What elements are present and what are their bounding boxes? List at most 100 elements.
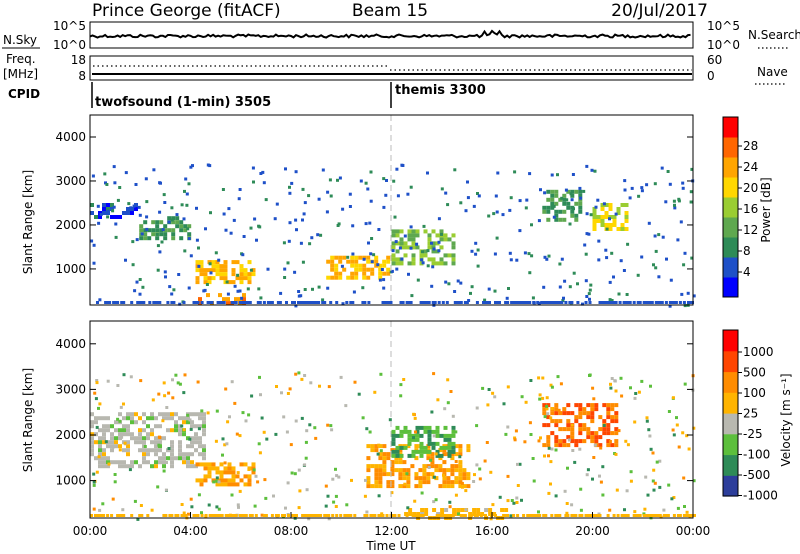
colorbar-swatch (723, 197, 738, 218)
heatmap-cell (330, 275, 335, 280)
heatmap-cell (98, 514, 101, 517)
heatmap-cell (303, 288, 307, 291)
heatmap-cell (311, 301, 315, 304)
heatmap-cell (405, 514, 409, 517)
heatmap-cell (466, 180, 469, 184)
heatmap-cell (174, 420, 178, 425)
heatmap-cell (546, 423, 551, 428)
heatmap-cell (484, 508, 489, 512)
heatmap-cell (518, 301, 522, 304)
heatmap-cell (227, 466, 232, 471)
heatmap-cell (552, 215, 556, 219)
heatmap-cell (654, 514, 658, 517)
heatmap-cell (183, 373, 187, 377)
heatmap-cell (494, 514, 497, 517)
heatmap-cell (110, 432, 114, 437)
heatmap-cell (385, 179, 388, 182)
heatmap-cell (566, 514, 570, 517)
heatmap-cell (262, 301, 266, 304)
heatmap-cell (210, 301, 214, 304)
heatmap-cell (419, 453, 424, 458)
heatmap-cell (243, 462, 248, 467)
heatmap-cell (426, 480, 431, 485)
heatmap-cell (673, 206, 677, 210)
heatmap-cell (98, 428, 102, 433)
heatmap-cell (685, 434, 689, 438)
heatmap-cell (398, 448, 403, 453)
heatmap-cell (398, 456, 403, 461)
heatmap-cell (571, 449, 575, 452)
heatmap-cell (223, 264, 228, 269)
heatmap-cell (175, 220, 180, 225)
heatmap-cell (185, 203, 189, 207)
heatmap-cell (207, 503, 211, 507)
heatmap-cell (419, 445, 424, 450)
heatmap-cell (118, 514, 122, 517)
heatmap-cell (462, 468, 467, 473)
heatmap-cell (154, 301, 158, 304)
heatmap-cell (182, 428, 186, 432)
heatmap-cell (554, 193, 559, 198)
heatmap-cell (446, 401, 450, 405)
heatmap-cell (175, 213, 179, 217)
heatmap-cell (106, 444, 110, 449)
heatmap-cell (382, 468, 387, 473)
heatmap-cell (231, 474, 236, 479)
heatmap-cell (237, 505, 240, 509)
heatmap-cell (568, 301, 572, 304)
heatmap-cell (90, 440, 94, 445)
heatmap-cell (423, 429, 428, 434)
heatmap-cell (202, 412, 206, 417)
heatmap-cell (489, 470, 493, 474)
heatmap-cell (620, 514, 624, 517)
heatmap-cell (612, 223, 617, 227)
heatmap-cell (608, 203, 613, 207)
heatmap-cell (506, 301, 510, 304)
colorbar-tick-label: -1000 (743, 489, 778, 503)
heatmap-cell (399, 237, 404, 242)
heatmap-cell (214, 514, 218, 517)
heatmap-cell (90, 448, 94, 453)
heatmap-cell (198, 412, 202, 417)
heatmap-cell (614, 427, 619, 432)
heatmap-cell (130, 211, 134, 215)
heatmap-cell (460, 481, 464, 485)
heatmap-cell (582, 407, 587, 412)
heatmap-cell (174, 373, 178, 377)
heatmap-cell (235, 474, 240, 479)
heatmap-cell (100, 514, 103, 517)
heatmap-cell (162, 514, 166, 517)
heatmap-cell (420, 258, 424, 262)
heatmap-cell (126, 412, 130, 417)
heatmap-cell (616, 227, 621, 231)
heatmap-cell (114, 215, 118, 219)
heatmap-cell (163, 232, 168, 237)
heatmap-cell (602, 427, 607, 432)
heatmap-cell (342, 255, 347, 260)
heatmap-cell (136, 517, 140, 521)
heatmap-cell (565, 198, 569, 202)
colorbar-swatch (723, 433, 738, 456)
heatmap-cell (692, 294, 696, 298)
heatmap-cell (394, 456, 399, 461)
heatmap-cell (207, 268, 212, 273)
heatmap-cell (582, 411, 587, 416)
heatmap-cell (578, 189, 583, 194)
heatmap-cell (154, 464, 158, 469)
heatmap-cell (564, 301, 568, 304)
heatmap-cell (562, 443, 567, 448)
heatmap-cell (453, 168, 457, 172)
heatmap-cell (374, 448, 379, 453)
heatmap-cell (475, 301, 479, 304)
heatmap-cell (386, 472, 391, 477)
heatmap-cell (200, 514, 204, 517)
heatmap-cell (297, 371, 301, 375)
heatmap-cell (167, 220, 171, 224)
colorbar-swatch (723, 475, 738, 497)
heatmap-cell (430, 241, 433, 245)
heatmap-cell (272, 494, 275, 498)
heatmap-cell (409, 225, 413, 229)
heatmap-cell (554, 514, 558, 517)
heatmap-cell (182, 432, 186, 437)
heatmap-cell (549, 482, 552, 486)
